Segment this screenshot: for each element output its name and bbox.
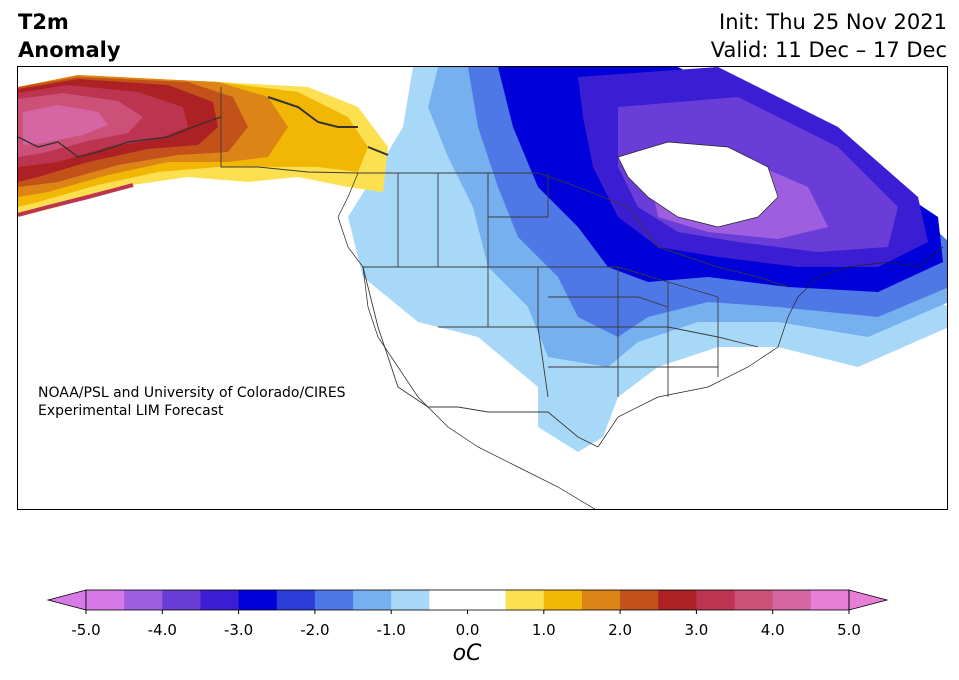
colorbar-tick-label: -4.0 <box>148 621 177 639</box>
colorbar-high-extension <box>848 589 889 611</box>
baja-mexico-coast <box>362 266 596 509</box>
state-border-e <box>548 296 669 308</box>
colorbar-cell <box>810 590 850 610</box>
pacific-coast <box>337 172 364 268</box>
colorbar-cell <box>86 590 125 610</box>
credit-line-1: NOAA/PSL and University of Colorado/CIRE… <box>38 385 346 401</box>
forecast-dates: Init: Thu 25 Nov 2021 Valid: 11 Dec – 17… <box>711 8 947 64</box>
warm-region-pink <box>23 105 108 145</box>
mackenzie-line <box>367 146 389 156</box>
colorbar-low-extension <box>46 589 87 611</box>
canada-us-border <box>358 172 789 288</box>
colorbar-cell <box>696 590 736 610</box>
alaska-canada-border <box>220 87 359 174</box>
colorbar-cell <box>200 590 240 610</box>
colorbar-tick-label: 3.0 <box>684 621 708 639</box>
map-panel <box>17 66 948 510</box>
colorbar-cell <box>124 590 163 610</box>
colorbar-tick-label: -5.0 <box>71 621 100 639</box>
colorbar-tick-label: 5.0 <box>837 621 861 639</box>
colorbar-tick-label: 2.0 <box>608 621 632 639</box>
valid-dates: Valid: 11 Dec – 17 Dec <box>710 38 947 62</box>
credit-line-2: Experimental LIM Forecast <box>38 403 224 419</box>
colorbar-cell <box>353 590 392 610</box>
unit-text: oC <box>452 641 482 666</box>
colorbar-tick-label: -3.0 <box>224 621 253 639</box>
colorbar-tick-label: 0.0 <box>456 621 480 639</box>
colorbar-cell <box>391 590 430 610</box>
hudson-bay <box>618 142 778 227</box>
colorbar-cell <box>238 590 278 610</box>
hudson-bay-coast <box>617 141 779 228</box>
colorbar: -5.0 -4.0 -3.0 -2.0 -1.0 0.0 1.0 2.0 3.0 4.0 5.0 <box>0 580 959 646</box>
colorbar-cell <box>581 590 621 610</box>
colorbar-tick-label: 4.0 <box>761 621 785 639</box>
colorbar-cell <box>276 590 316 610</box>
coastlines <box>337 141 944 509</box>
colorbar-cell <box>467 590 507 610</box>
colorbar-cell <box>543 590 583 610</box>
aleutian-islands <box>18 183 134 217</box>
colorbar-cell <box>658 590 697 610</box>
colorbar-cell <box>429 590 468 610</box>
title-line-variable: T2m <box>18 10 69 34</box>
yukon-river-line <box>267 96 358 128</box>
map-credit: NOAA/PSL and University of Colorado/CIRE… <box>38 384 346 420</box>
title-line-anomaly: Anomaly <box>18 38 121 62</box>
colorbar-ticks: -5.0 -4.0 -3.0 -2.0 -1.0 0.0 1.0 2.0 3.0 4.0 5.0 <box>71 610 861 639</box>
colorbar-cell <box>505 590 545 610</box>
colorbar-cells <box>86 590 850 610</box>
colorbar-svg: -5.0 -4.0 -3.0 -2.0 -1.0 0.0 1.0 2.0 3.0 4.0 5.0 <box>46 589 889 639</box>
colorbar-cell <box>772 590 812 610</box>
anomaly-map <box>18 67 947 509</box>
atlantic-gulf-coast <box>597 246 944 448</box>
colorbar-cell <box>162 590 201 610</box>
alaska-outline <box>18 116 222 158</box>
colorbar-cell <box>734 590 774 610</box>
political-borders <box>220 87 789 448</box>
colorbar-tick-label: 1.0 <box>532 621 556 639</box>
colorbar-cell <box>620 590 659 610</box>
colorbar-cell <box>314 590 354 610</box>
colorbar-tick-label: -1.0 <box>377 621 406 639</box>
init-date: Init: Thu 25 Nov 2021 <box>719 10 947 34</box>
map-title: T2m Anomaly <box>18 8 121 64</box>
province-border <box>487 173 549 218</box>
colorbar-tick-label: -2.0 <box>300 621 329 639</box>
colorbar-unit-label: oC <box>447 641 487 666</box>
